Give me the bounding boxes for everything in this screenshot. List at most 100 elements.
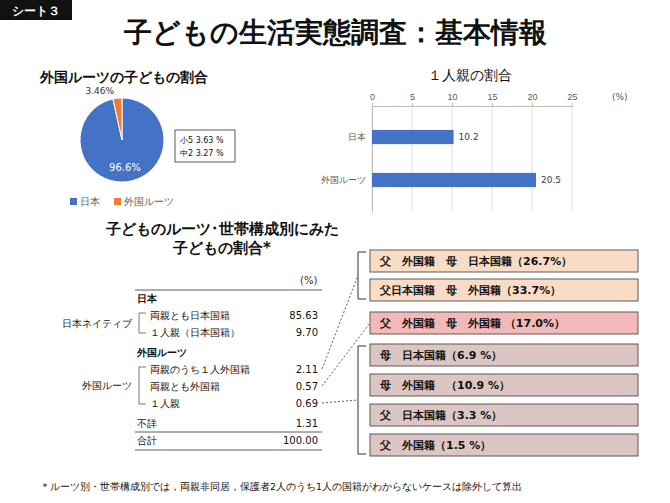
box-bracket [358, 252, 366, 299]
tick: 15 [487, 92, 497, 106]
row-value: 1.31 [296, 418, 318, 429]
row-value: 85.63 [289, 310, 318, 321]
tick-label: 5 [410, 92, 415, 102]
sheet-label: シート３ [12, 4, 60, 18]
slide: シート３ 子どもの生活実態調査：基本情報外国ルーツの子どもの割合 96.6% 3.46… [0, 0, 670, 503]
sheet-label-bg [0, 0, 72, 20]
box [370, 404, 638, 426]
tick-label: 外国ルーツ [321, 175, 366, 185]
connector [322, 400, 358, 403]
tick-label: 0 [370, 92, 375, 102]
box [370, 434, 638, 456]
axis-line [373, 103, 573, 107]
pie-slice [80, 98, 164, 182]
group-header: 外国ルーツ [136, 347, 187, 358]
background [0, 0, 670, 503]
box-label: 父 外国籍 母 外国籍 （17.0%） [379, 317, 565, 330]
tick: 20 [527, 92, 537, 106]
grid [372, 106, 572, 210]
box-label: 母 外国籍 （10.9 %） [379, 379, 510, 392]
box-label: 父日本国籍 母 外国籍（33.7%） [379, 284, 561, 297]
tick-mark [532, 103, 533, 106]
pie-slice [113, 98, 122, 140]
chart-title: 外国ルーツの子どもの割合 [39, 69, 208, 85]
legend-label: 日本 [80, 196, 100, 207]
row-value: 0.69 [296, 398, 318, 409]
tick: 10 [447, 92, 457, 106]
box-label: 父 日本国籍（3.3 %） [379, 409, 502, 422]
table-rule [135, 290, 322, 291]
tick-label: 25 [567, 92, 577, 102]
box [370, 312, 638, 334]
group-bracket [139, 313, 146, 333]
bar [372, 173, 536, 187]
grid-line [572, 106, 573, 210]
group-label: 外国ルーツ [82, 380, 132, 391]
row-label: １人親 [150, 398, 180, 409]
grid-line [532, 106, 533, 210]
box-label: 母 日本国籍（6.9 %） [379, 349, 502, 362]
connector [322, 276, 358, 370]
annotation: 小5 3.63 % [180, 136, 224, 145]
tick-label: 15 [487, 92, 497, 102]
bars [372, 130, 536, 187]
data-label: 20.5 [541, 175, 561, 185]
legend-swatch [70, 198, 77, 205]
box-label: 父 外国籍 母 日本国籍（26.7%） [379, 255, 572, 268]
title: 子どもの生活実態調査：基本情報 [123, 16, 547, 49]
box [370, 279, 638, 301]
table-rule [135, 432, 322, 433]
data-label: 3.46% [85, 86, 114, 96]
chart-title: １人親の割合 [428, 67, 512, 83]
footnote: ＊ルーツ別・世帯構成別では，両親非同居，保護者2人のうち1人の国籍がわからないケ… [40, 481, 522, 492]
annotation-box [175, 130, 235, 162]
y-axis: 日本外国ルーツ [321, 106, 373, 213]
tick-label: 20 [527, 92, 537, 102]
x-axis: 0 5 10 15 20 25 [370, 92, 578, 107]
tick: 25 [567, 92, 577, 106]
legend-label: 外国ルーツ [124, 196, 174, 207]
tick: 5 [410, 92, 415, 106]
tick: 日本 [348, 132, 372, 142]
box-bracket [358, 346, 366, 454]
grid-line [452, 106, 453, 210]
data-label: 96.6% [109, 162, 141, 173]
row-label: １人親（日本国籍） [150, 327, 240, 338]
tick-label: 10 [447, 92, 457, 102]
box [370, 250, 638, 272]
bar [372, 130, 454, 144]
tick: 外国ルーツ [321, 175, 372, 185]
tick-mark [452, 103, 453, 106]
tick: 0 [370, 92, 375, 106]
row-value: 9.70 [296, 327, 318, 338]
box [370, 374, 638, 396]
group-label: 日本ネイティブ [62, 318, 133, 329]
group-header: 日本 [137, 293, 158, 304]
legend-swatch [114, 198, 121, 205]
axis-line [372, 106, 373, 213]
box [370, 344, 638, 366]
row-value: 100.00 [283, 435, 318, 446]
grid-line [492, 106, 493, 210]
row-value: 0.57 [296, 381, 318, 392]
grid-line [412, 106, 413, 210]
tick-mark [492, 103, 493, 106]
table-title: 子どもの割合* [172, 239, 271, 257]
table-unit: (%) [300, 275, 317, 286]
row-label: 合計 [137, 435, 157, 446]
data-label: 10.2 [459, 132, 479, 142]
box-label: 父 外国籍（1.5 %） [379, 439, 491, 452]
row-label: 両親とも外国籍 [150, 381, 220, 392]
pie [80, 98, 164, 182]
table-rule [135, 450, 322, 451]
row-label: 両親とも日本国籍 [150, 310, 230, 321]
axis-title: (%) [612, 92, 628, 102]
row-value: 2.11 [296, 364, 318, 375]
tick-mark [412, 103, 413, 106]
tick-mark [572, 103, 573, 106]
table-title: 子どものルーツ･世帯構成別にみた [105, 220, 339, 238]
connector [322, 323, 370, 386]
row-label: 両親のうち１人外国籍 [150, 364, 250, 375]
annotation: 中2 3.27 % [180, 149, 224, 158]
row-label: 不詳 [137, 418, 157, 429]
